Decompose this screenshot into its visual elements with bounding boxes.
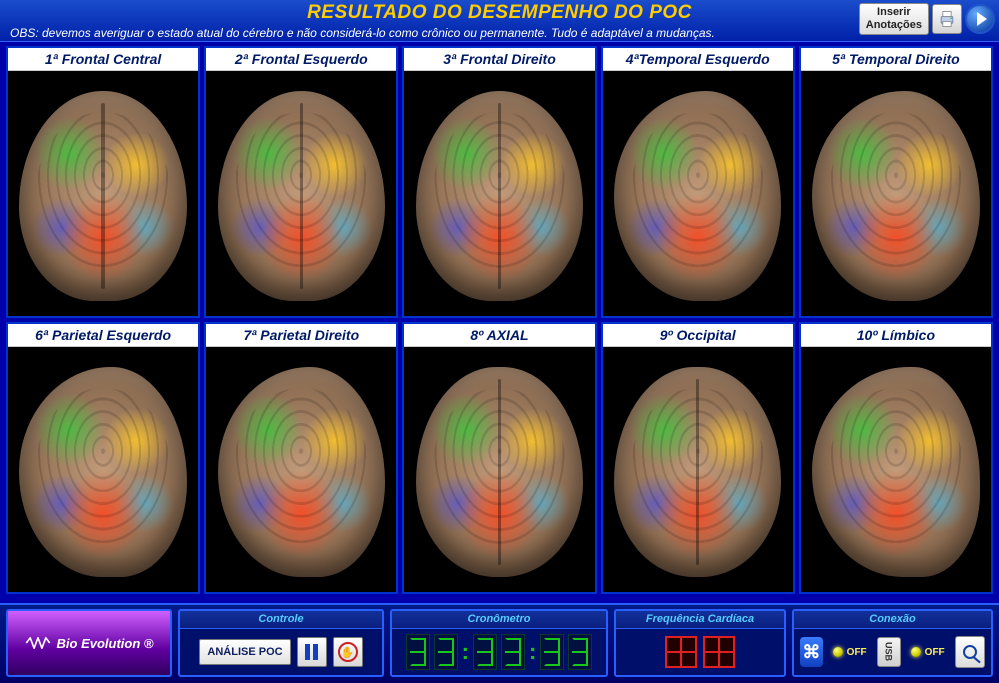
timer-display: : : bbox=[406, 634, 593, 670]
cell-label: 10º Límbico bbox=[801, 324, 991, 347]
footer: Bio Evolution ® Controle ANÁLISE POC ✋ C… bbox=[0, 603, 999, 683]
digit bbox=[473, 634, 497, 670]
conexao-panel: Conexão ⌘ OFF USB OFF bbox=[792, 609, 993, 677]
cell-frontal-central[interactable]: 1ª Frontal Central bbox=[6, 46, 200, 318]
digit bbox=[540, 634, 564, 670]
controle-title: Controle bbox=[180, 611, 382, 629]
pause-icon bbox=[305, 644, 318, 660]
pause-button[interactable] bbox=[297, 637, 327, 667]
digit bbox=[501, 634, 525, 670]
header-buttons: Inserir Anotações bbox=[859, 3, 995, 35]
search-icon bbox=[963, 645, 977, 659]
cell-label: 5ª Temporal Direito bbox=[801, 48, 991, 71]
brain-image bbox=[801, 347, 991, 592]
cell-label: 2ª Frontal Esquerdo bbox=[206, 48, 396, 71]
brain-image bbox=[404, 347, 594, 592]
cell-occipital[interactable]: 9º Occipital bbox=[601, 322, 795, 594]
brain-image bbox=[404, 71, 594, 316]
frequencia-panel: Frequência Cardíaca bbox=[614, 609, 786, 677]
heart-digit bbox=[665, 636, 697, 668]
bluetooth-icon[interactable]: ⌘ bbox=[800, 637, 823, 667]
cronometro-panel: Cronômetro : : bbox=[390, 609, 608, 677]
page-subtitle: OBS: devemos averiguar o estado atual do… bbox=[6, 24, 993, 40]
cell-label: 7ª Parietal Direito bbox=[206, 324, 396, 347]
brain-image bbox=[8, 347, 198, 592]
conexao-title: Conexão bbox=[794, 611, 991, 629]
print-button[interactable] bbox=[932, 4, 962, 34]
page-title: RESULTADO DO DESEMPENHO DO POC bbox=[6, 2, 993, 24]
cell-parietal-direito[interactable]: 7ª Parietal Direito bbox=[204, 322, 398, 594]
brain-image bbox=[206, 71, 396, 316]
heart-digit bbox=[703, 636, 735, 668]
cell-temporal-direito[interactable]: 5ª Temporal Direito bbox=[799, 46, 993, 318]
brain-image bbox=[206, 347, 396, 592]
led-icon bbox=[911, 647, 921, 657]
stop-button[interactable]: ✋ bbox=[333, 637, 363, 667]
brain-image bbox=[603, 71, 793, 316]
brain-grid: 1ª Frontal Central 2ª Frontal Esquerdo 3… bbox=[0, 42, 999, 598]
bt-off-label: OFF bbox=[847, 647, 867, 658]
cell-label: 9º Occipital bbox=[603, 324, 793, 347]
header: RESULTADO DO DESEMPENHO DO POC OBS: deve… bbox=[0, 0, 999, 42]
cell-frontal-esquerdo[interactable]: 2ª Frontal Esquerdo bbox=[204, 46, 398, 318]
cell-temporal-esquerdo[interactable]: 4ªTemporal Esquerdo bbox=[601, 46, 795, 318]
cell-label: 6ª Parietal Esquerdo bbox=[8, 324, 198, 347]
frequencia-title: Frequência Cardíaca bbox=[616, 611, 784, 629]
digit bbox=[568, 634, 592, 670]
annot-line2: Anotações bbox=[866, 19, 922, 31]
cell-limbico[interactable]: 10º Límbico bbox=[799, 322, 993, 594]
logo-panel: Bio Evolution ® bbox=[6, 609, 172, 677]
controle-panel: Controle ANÁLISE POC ✋ bbox=[178, 609, 384, 677]
printer-icon bbox=[937, 9, 957, 29]
play-button[interactable] bbox=[965, 4, 995, 34]
hand-stop-icon: ✋ bbox=[338, 642, 358, 662]
usb-status: OFF bbox=[911, 647, 945, 658]
bt-status: OFF bbox=[833, 647, 867, 658]
digit bbox=[406, 634, 430, 670]
colon: : bbox=[462, 641, 469, 663]
colon: : bbox=[529, 641, 536, 663]
cronometro-title: Cronômetro bbox=[392, 611, 606, 629]
brain-image bbox=[801, 71, 991, 316]
analise-poc-button[interactable]: ANÁLISE POC bbox=[199, 639, 290, 665]
cell-label: 4ªTemporal Esquerdo bbox=[603, 48, 793, 71]
digit bbox=[434, 634, 458, 670]
cell-label: 8º AXIAL bbox=[404, 324, 594, 347]
cell-axial[interactable]: 8º AXIAL bbox=[402, 322, 596, 594]
cell-parietal-esquerdo[interactable]: 6ª Parietal Esquerdo bbox=[6, 322, 200, 594]
logo-text: Bio Evolution ® bbox=[57, 636, 154, 651]
usb-off-label: OFF bbox=[925, 647, 945, 658]
search-button[interactable] bbox=[955, 636, 985, 668]
brain-image bbox=[8, 71, 198, 316]
insert-annotations-button[interactable]: Inserir Anotações bbox=[859, 3, 929, 35]
usb-icon[interactable]: USB bbox=[877, 637, 901, 667]
led-icon bbox=[833, 647, 843, 657]
cell-label: 3ª Frontal Direito bbox=[404, 48, 594, 71]
annot-line1: Inserir bbox=[877, 6, 911, 18]
logo-wave-icon bbox=[25, 633, 51, 653]
cell-label: 1ª Frontal Central bbox=[8, 48, 198, 71]
brain-image bbox=[603, 347, 793, 592]
cell-frontal-direito[interactable]: 3ª Frontal Direito bbox=[402, 46, 596, 318]
